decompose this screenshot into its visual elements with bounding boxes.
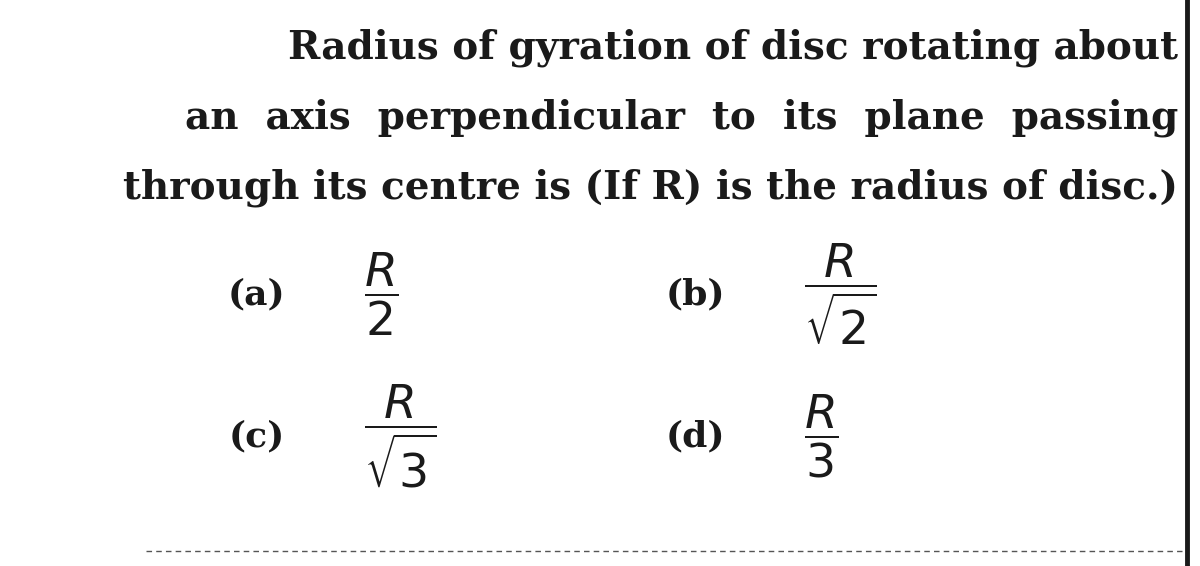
Text: (d): (d) xyxy=(665,419,725,453)
Text: $\dfrac{R}{\sqrt{2}}$: $\dfrac{R}{\sqrt{2}}$ xyxy=(804,241,876,347)
Text: $\dfrac{R}{3}$: $\dfrac{R}{3}$ xyxy=(804,392,839,480)
Text: $\dfrac{R}{\sqrt{3}}$: $\dfrac{R}{\sqrt{3}}$ xyxy=(365,382,437,490)
Text: an  axis  perpendicular  to  its  plane  passing: an axis perpendicular to its plane passi… xyxy=(185,98,1178,137)
Text: (a): (a) xyxy=(227,277,286,311)
Text: (c): (c) xyxy=(229,419,286,453)
Text: (b): (b) xyxy=(665,277,725,311)
Text: Radius of gyration of disc rotating about: Radius of gyration of disc rotating abou… xyxy=(288,29,1178,67)
Text: through its centre is (If R) is the radius of disc.): through its centre is (If R) is the radi… xyxy=(124,169,1178,207)
Text: $\dfrac{R}{2}$: $\dfrac{R}{2}$ xyxy=(365,250,400,338)
